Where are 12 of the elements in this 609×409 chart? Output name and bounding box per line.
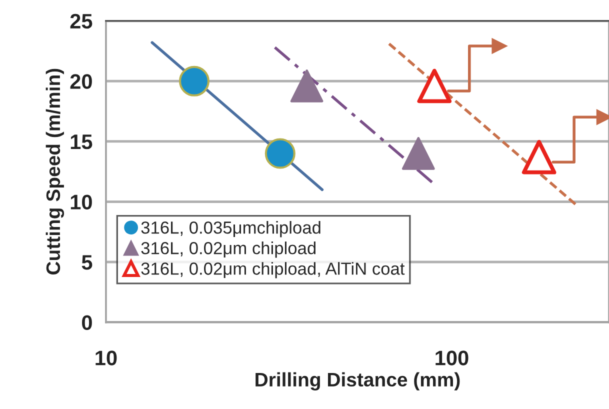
y-tick-label: 5 xyxy=(82,255,92,270)
y-tick-label: 10 xyxy=(70,194,92,210)
y-axis-title: Cutting Speed (m/min) xyxy=(46,68,64,274)
y-tick-label: 0 xyxy=(82,315,92,330)
legend-label: 316L, 0.035μmchipload xyxy=(141,221,320,238)
y-tick-label: 20 xyxy=(70,74,92,89)
y-tick-label: 15 xyxy=(70,134,92,150)
x-axis-title: Drilling Distance (mm) xyxy=(256,372,460,390)
y-tick-label: 25 xyxy=(70,14,92,29)
x-tick-label: 100 xyxy=(436,350,468,366)
legend-label: 316L, 0.02μm chipload, AlTiN coat xyxy=(141,262,405,278)
legend-label: 316L, 0.02μm chipload xyxy=(141,242,316,258)
